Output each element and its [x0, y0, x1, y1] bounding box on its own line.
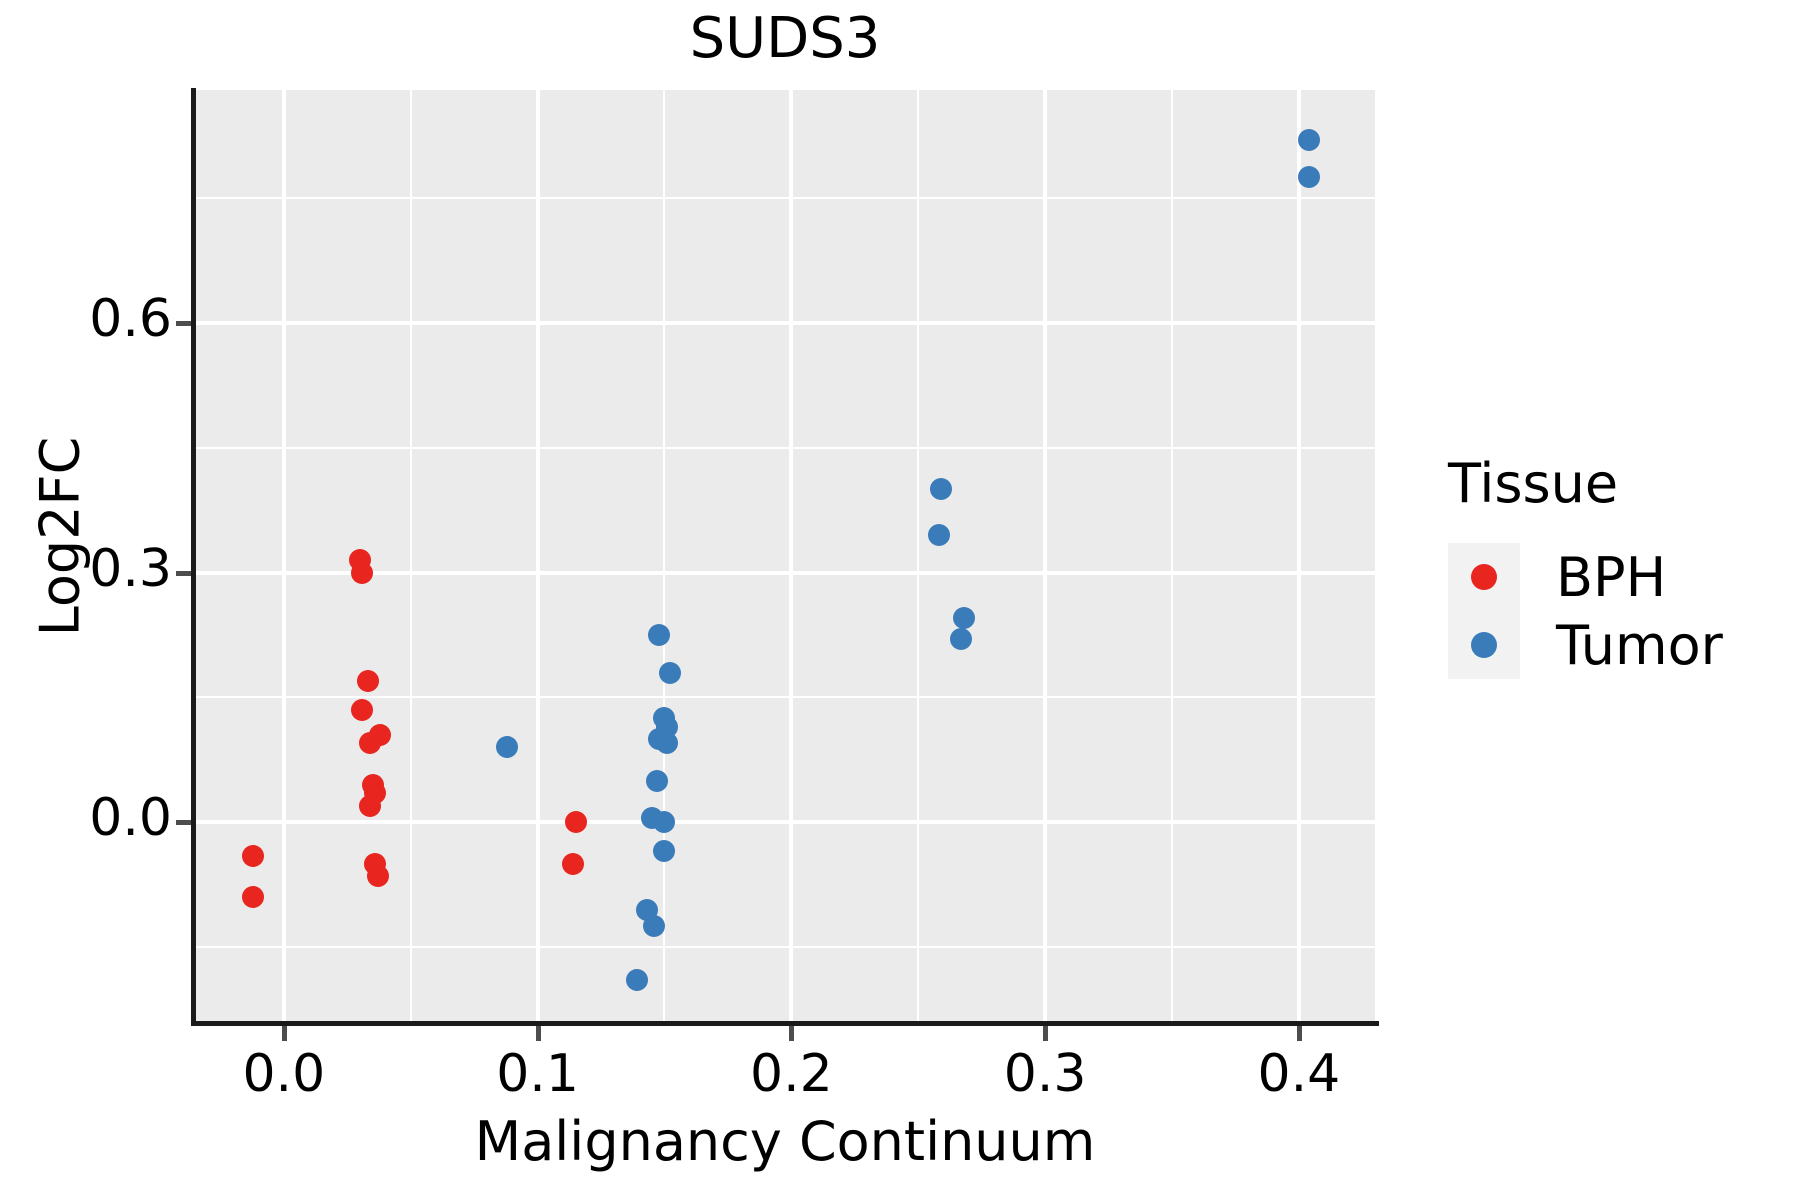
scatter-point-tumor	[930, 478, 953, 501]
scatter-point-bph	[351, 561, 374, 584]
x-tick-mark	[1296, 1026, 1302, 1041]
x-tick-mark	[1043, 1026, 1049, 1041]
scatter-point-tumor	[648, 624, 671, 647]
scatter-point-tumor	[1298, 128, 1321, 151]
legend-swatch	[1448, 611, 1520, 679]
y-axis-line	[191, 88, 196, 1024]
x-axis-title: Malignancy Continuum	[474, 1110, 1096, 1173]
scatter-point-tumor	[1298, 166, 1321, 189]
scatter-point-bph	[242, 844, 265, 867]
scatter-point-bph	[359, 794, 382, 817]
gridline-x-minor	[663, 90, 666, 1022]
legend-label: BPH	[1556, 545, 1667, 609]
chart-title: SUDS3	[689, 6, 881, 71]
x-axis-line	[191, 1021, 1379, 1026]
gridline-y-minor	[195, 197, 1375, 200]
legend-swatch	[1448, 543, 1520, 611]
y-tick-mark	[176, 820, 191, 826]
gridline-x-major	[535, 90, 540, 1022]
scatter-point-bph	[366, 865, 389, 888]
scatter-point-tumor	[635, 898, 658, 921]
gridline-y-minor	[195, 696, 1375, 699]
gridline-y-minor	[195, 446, 1375, 449]
x-tick-label: 0.3	[1003, 1044, 1087, 1104]
scatter-point-bph	[564, 811, 587, 834]
scatter-point-tumor	[952, 607, 975, 630]
gridline-x-minor	[917, 90, 920, 1022]
legend-entries: BPH Tumor	[1448, 543, 1788, 679]
scatter-point-tumor	[927, 524, 950, 547]
gridline-x-minor	[409, 90, 412, 1022]
scatter-point-tumor	[950, 628, 973, 651]
x-tick-mark	[281, 1026, 287, 1041]
x-tick-label: 0.1	[496, 1044, 579, 1104]
scatter-point-bph	[562, 852, 585, 875]
scatter-point-tumor	[656, 732, 678, 755]
scatter-point-bph	[242, 886, 265, 909]
x-tick-mark	[535, 1026, 541, 1041]
gridline-y-minor	[195, 946, 1375, 949]
y-axis-title: Log2FC	[28, 436, 92, 637]
scatter-point-tumor	[625, 969, 648, 992]
x-tick-label: 0.4	[1257, 1044, 1341, 1104]
gridline-x-minor	[1170, 90, 1173, 1022]
scatter-point-tumor	[496, 736, 519, 759]
y-tick-mark	[176, 321, 191, 326]
scatter-point-tumor	[653, 811, 676, 834]
y-tick-label: 0.6	[89, 289, 172, 349]
gridline-x-major	[1043, 90, 1048, 1022]
gridline-x-major	[1296, 90, 1301, 1022]
scatter-point-tumor	[653, 840, 676, 863]
scatter-point-bph	[356, 669, 379, 692]
legend-label: Tumor	[1556, 613, 1723, 677]
legend: Tissue BPH Tumor	[1448, 452, 1788, 679]
y-tick-label: 0.0	[89, 788, 172, 849]
legend-item-bph[interactable]: BPH	[1448, 543, 1788, 611]
legend-title: Tissue	[1448, 452, 1619, 515]
legend-dot-icon	[1471, 632, 1497, 658]
scatter-point-bph	[359, 732, 382, 755]
gridline-y-major	[195, 321, 1375, 325]
y-tick-label: 0.3	[89, 538, 172, 599]
gridline-y-major	[195, 570, 1375, 575]
legend-item-tumor[interactable]: Tumor	[1448, 611, 1788, 679]
scatter-point-tumor	[658, 661, 681, 684]
x-tick-mark	[789, 1026, 795, 1041]
gridline-x-major	[281, 90, 286, 1022]
gridline-x-major	[789, 90, 794, 1022]
scatter-point-tumor	[645, 769, 668, 792]
plot-panel	[195, 90, 1375, 1022]
gridline-y-major	[195, 820, 1375, 825]
x-tick-label: 0.0	[242, 1044, 326, 1104]
scatter-point-bph	[351, 698, 374, 721]
scatter-point-tumor	[643, 915, 666, 938]
legend-dot-icon	[1471, 564, 1497, 590]
y-tick-mark	[176, 570, 191, 576]
x-tick-label: 0.2	[749, 1044, 833, 1104]
